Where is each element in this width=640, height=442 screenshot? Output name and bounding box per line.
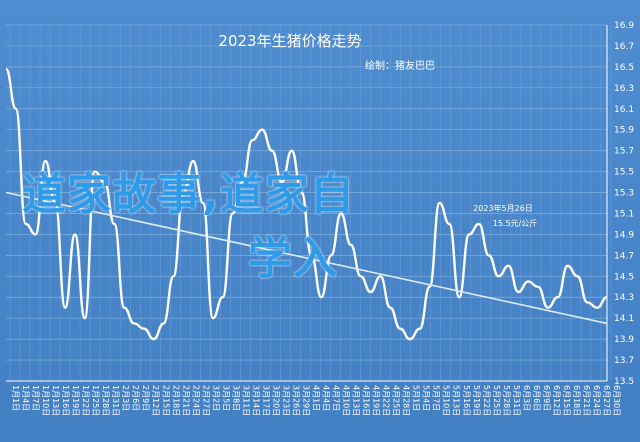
x-tick-label: 2月3日: [121, 385, 130, 411]
y-tick-label: 15.7: [614, 147, 634, 157]
x-tick-label: 6月9日: [542, 385, 551, 411]
x-tick-label: 4月1日: [312, 385, 321, 411]
x-tick-label: 5月4日: [422, 385, 431, 411]
series-layer: [4, 67, 608, 341]
x-tick-label: 5月10日: [442, 385, 451, 416]
x-tick-label: 4月19日: [372, 385, 381, 416]
x-tick-label: 1月22日: [81, 385, 90, 416]
x-tick-label: 4月13日: [352, 385, 361, 416]
x-tick-label: 2月12日: [151, 385, 160, 416]
axes: [6, 25, 608, 382]
x-tick-label: 5月22日: [482, 385, 491, 416]
x-tick-label: 3月29日: [301, 385, 310, 416]
x-tick-label: 5月31日: [512, 385, 521, 416]
x-tick-label: 1月16日: [61, 385, 70, 416]
x-tick-label: 2月15日: [161, 385, 170, 416]
x-tick-label: 2月24日: [191, 385, 200, 416]
y-tick-label: 14.7: [614, 251, 634, 261]
y-tick-label: 15.9: [614, 126, 634, 136]
x-axis-ticks: 1月1日 1月4日 1月7日 1月10日 1月13日 1月16日 1月19日 1月22日 1月2…: [11, 385, 621, 416]
annotation-date: 2023年5月26日: [473, 203, 533, 213]
x-tick-label: 3月11日: [241, 385, 250, 416]
x-tick-label: 6月21日: [582, 385, 591, 416]
watermark-line-1: 道家故事,道家自: [22, 169, 355, 220]
y-tick-label: 16.5: [614, 63, 634, 73]
y-tick-label: 13.9: [614, 335, 634, 345]
x-tick-label: 5月19日: [472, 385, 481, 416]
x-tick-label: 1月31日: [111, 385, 120, 416]
x-tick-label: 3月8日: [231, 385, 240, 411]
x-tick-label: 4月7日: [332, 385, 341, 411]
annotation: 2023年5月26日 15.5元/公斤: [473, 203, 537, 228]
x-tick-label: 1月25日: [91, 385, 100, 416]
x-tick-label: 1月1日: [11, 385, 20, 411]
chart-title: 2023年生猪价格走势: [218, 32, 361, 50]
y-tick-label: 13.5: [614, 377, 634, 387]
y-tick-label: 16.9: [614, 21, 634, 31]
y-tick-label: 15.5: [614, 168, 634, 178]
x-tick-label: 1月13日: [51, 385, 60, 416]
x-tick-label: 6月3日: [522, 385, 531, 411]
y-tick-label: 14.9: [614, 230, 634, 240]
gridlines: [6, 24, 612, 382]
x-tick-label: 4月10日: [342, 385, 351, 416]
y-tick-label: 14.3: [614, 293, 634, 303]
y-tick-label: 13.7: [614, 356, 634, 366]
x-tick-label: 4月25日: [392, 385, 401, 416]
y-tick-label: 16.3: [614, 84, 634, 94]
x-tick-label: 1月4日: [21, 385, 30, 411]
x-tick-label: 6月30日: [612, 385, 621, 416]
x-tick-label: 1月7日: [31, 385, 40, 411]
x-tick-label: 3月5日: [221, 385, 230, 411]
x-tick-label: 5月13日: [452, 385, 461, 416]
x-tick-label: 3月23日: [281, 385, 290, 416]
x-tick-label: 2月9日: [141, 385, 150, 411]
x-tick-label: 4月28日: [402, 385, 411, 416]
x-tick-label: 6月6日: [532, 385, 541, 411]
y-tick-label: 15.1: [614, 209, 634, 219]
trend-line: [5, 191, 608, 325]
x-tick-label: 1月19日: [71, 385, 80, 416]
x-tick-label: 4月4日: [322, 385, 331, 411]
price-series-line: [4, 67, 608, 341]
x-tick-label: 2月21日: [181, 385, 190, 416]
y-tick-label: 14.5: [614, 272, 634, 282]
x-tick-label: 1月10日: [41, 385, 50, 416]
x-tick-label: 4月16日: [362, 385, 371, 416]
x-tick-label: 6月12日: [552, 385, 561, 416]
y-tick-label: 14.1: [614, 314, 634, 324]
x-tick-label: 3月14日: [251, 385, 260, 416]
y-axis-ticks: 16.9 16.7 16.5 16.3 16.1 15.9 15.7 15.5 15.3 15.1…: [614, 21, 634, 387]
y-tick-label: 16.1: [614, 105, 634, 115]
x-tick-label: 6月27日: [602, 385, 611, 416]
x-tick-label: 5月16日: [462, 385, 471, 416]
chart-subtitle: 绘制：猪友巴巴: [365, 59, 435, 72]
y-tick-label: 16.7: [614, 42, 634, 52]
annotation-price: 15.5元/公斤: [493, 218, 538, 228]
x-tick-label: 6月18日: [572, 385, 581, 416]
x-tick-label: 2月27日: [201, 385, 210, 416]
x-tick-label: 1月28日: [101, 385, 110, 416]
x-tick-label: 3月2日: [211, 385, 220, 411]
y-tick-label: 15.3: [614, 189, 634, 199]
x-tick-label: 5月25日: [492, 385, 501, 416]
x-tick-label: 6月15日: [562, 385, 571, 416]
x-tick-label: 3月26日: [291, 385, 300, 416]
x-tick-label: 2月18日: [171, 385, 180, 416]
x-tick-label: 5月1日: [412, 385, 421, 411]
x-tick-label: 5月28日: [502, 385, 511, 416]
x-tick-label: 2月6日: [131, 385, 140, 411]
x-tick-label: 5月7日: [432, 385, 441, 411]
watermark-line-2: 学入: [248, 233, 338, 284]
x-tick-label: 3月17日: [261, 385, 270, 416]
x-tick-label: 6月24日: [592, 385, 601, 416]
x-tick-label: 3月20日: [271, 385, 280, 416]
x-tick-label: 4月22日: [382, 385, 391, 416]
